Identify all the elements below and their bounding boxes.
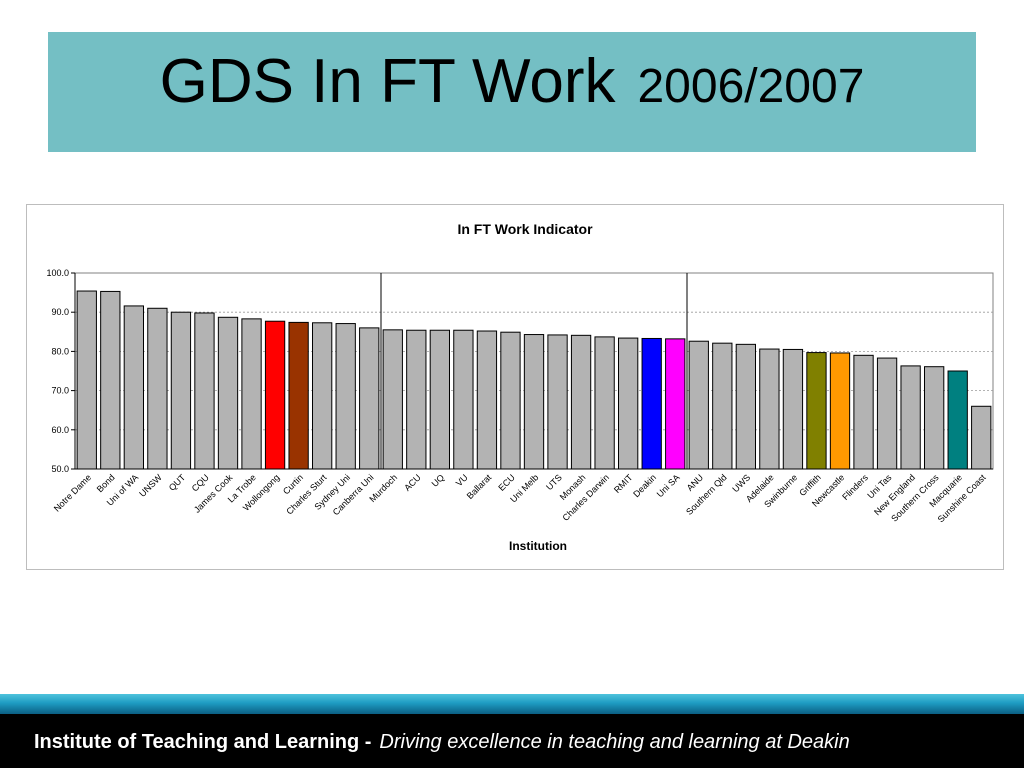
bar: [712, 342, 733, 470]
chart-title: In FT Work Indicator: [457, 221, 593, 237]
y-tick-label: 50.0: [51, 464, 69, 474]
category-label: QUT: [167, 472, 188, 493]
bar: [147, 307, 168, 470]
bar: [665, 338, 686, 470]
category-label: UQ: [430, 472, 447, 489]
slide-year: 2006/2007: [637, 60, 865, 113]
y-tick-label: 70.0: [51, 386, 69, 396]
title-bar: GDS In FT Work 2006/2007: [48, 32, 976, 152]
bar: [829, 352, 851, 470]
bar: [453, 329, 474, 470]
bar: [735, 343, 756, 470]
category-label: ANU: [685, 472, 706, 493]
category-label: Uni SA: [655, 472, 682, 499]
bar: [123, 305, 144, 470]
bar: [288, 321, 309, 470]
category-label: Deakin: [631, 472, 658, 499]
bar: [523, 334, 545, 470]
bar: [335, 323, 356, 470]
bar: [971, 405, 992, 470]
bar: [264, 320, 286, 470]
category-label: UNSW: [137, 472, 164, 499]
chart-container: In FT Work Indicator Institution 50.0 60.…: [26, 204, 1004, 570]
y-tick-label: 60.0: [51, 425, 69, 435]
bar: [382, 329, 403, 470]
category-label: Ballarat: [465, 472, 494, 501]
bar: [641, 337, 662, 470]
footer-gradient-band: [0, 694, 1024, 714]
category-label: Flinders: [840, 472, 870, 502]
footer-organization: Institute of Teaching and Learning -: [34, 731, 372, 753]
y-tick-label: 100.0: [46, 268, 69, 278]
bar: [876, 357, 898, 470]
bar: [429, 329, 450, 470]
bar: [359, 327, 380, 470]
footer-tagline: Driving excellence in teaching and learn…: [379, 731, 850, 753]
bar: [170, 311, 192, 470]
bar: [241, 318, 262, 470]
bar: [570, 334, 592, 470]
y-tick-label: 80.0: [51, 346, 69, 356]
bar-chart: In FT Work Indicator Institution 50.0 60.…: [46, 221, 994, 553]
bar: [853, 354, 874, 470]
slide-title: GDS In FT Work: [159, 47, 616, 116]
bar: [688, 340, 709, 470]
bar: [500, 331, 521, 470]
y-tick-label: 90.0: [51, 307, 69, 317]
bar: [806, 352, 827, 470]
bar: [406, 329, 427, 470]
category-label: CQU: [190, 472, 211, 493]
bar: [594, 336, 615, 470]
bar: [618, 337, 639, 470]
category-label: VU: [454, 472, 470, 488]
bar: [100, 290, 121, 470]
bar: [547, 334, 568, 470]
bar: [194, 312, 215, 470]
bar: [476, 330, 498, 470]
x-axis-label: Institution: [509, 539, 567, 553]
bar: [924, 366, 945, 470]
bar: [782, 348, 804, 470]
bar: [947, 370, 968, 470]
category-label: UTS: [544, 472, 564, 492]
bar: [900, 365, 921, 470]
bar: [312, 322, 333, 470]
category-label: Notre Dame: [52, 472, 93, 513]
footer: Institute of Teaching and Learning - Driv…: [0, 714, 1024, 768]
bar: [759, 348, 780, 470]
bar: [76, 290, 97, 470]
category-label: ACU: [402, 472, 423, 493]
bar: [217, 316, 239, 470]
category-label: ECU: [496, 472, 517, 493]
